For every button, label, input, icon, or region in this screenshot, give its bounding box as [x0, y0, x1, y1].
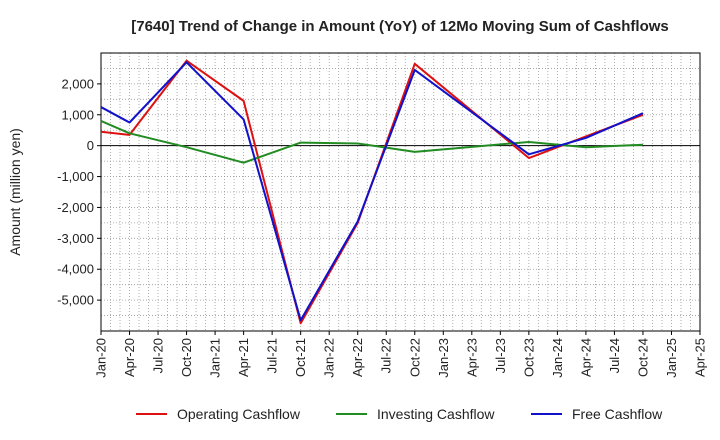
legend-label-investing-cashflow: Investing Cashflow: [377, 406, 495, 422]
x-tick-label: Apr-25: [693, 338, 708, 377]
x-tick-label: Oct-20: [179, 338, 194, 377]
x-tick-label: Apr-21: [236, 338, 251, 377]
chart-title: [7640] Trend of Change in Amount (YoY) o…: [131, 18, 669, 35]
x-tick-label: Apr-20: [122, 338, 137, 377]
x-tick-label: Jan-20: [94, 338, 109, 378]
y-tick-label: -1,000: [57, 169, 94, 184]
series-line-free-cashflow: [100, 61, 644, 322]
plot-frame: [100, 52, 701, 332]
legend-label-operating-cashflow: Operating Cashflow: [177, 406, 301, 422]
x-axis-ticks: Jan-20 Apr-20 Jul-20 Oct-20 Jan-21 Apr-21 Jul-…: [94, 331, 708, 378]
x-tick-label: Oct-24: [635, 338, 650, 377]
x-tick-label: Jan-23: [436, 338, 451, 378]
y-tick-label: 0: [87, 138, 94, 153]
x-tick-label: Jul-23: [493, 338, 508, 373]
legend: Operating Cashflow Investing Cashflow Free…: [136, 406, 663, 422]
y-tick-label: 1,000: [61, 107, 94, 122]
x-tick-label: Apr-22: [350, 338, 365, 377]
y-axis-ticks: 2,000 1,000 0 -1,000 -2,000 -3,000 -4,000 -5,00…: [57, 76, 101, 308]
series-line-operating-cashflow: [100, 59, 644, 325]
x-tick-label: Jul-20: [151, 338, 166, 373]
x-tick-label: Jul-22: [379, 338, 394, 373]
y-tick-label: -4,000: [57, 262, 94, 277]
x-tick-label: Oct-23: [521, 338, 536, 377]
x-tick-label: Apr-24: [578, 338, 593, 377]
x-tick-label: Jan-21: [208, 338, 223, 378]
x-tick-label: Jan-24: [550, 338, 565, 378]
y-axis-label: Amount (million yen): [7, 128, 23, 256]
x-tick-label: Apr-23: [464, 338, 479, 377]
x-tick-label: Oct-21: [293, 338, 308, 377]
x-tick-label: Jan-22: [322, 338, 337, 378]
series-line-investing-cashflow: [100, 120, 643, 164]
y-tick-label: -3,000: [57, 231, 94, 246]
x-tick-label: Jul-24: [607, 338, 622, 373]
legend-label-free-cashflow: Free Cashflow: [572, 406, 663, 422]
x-tick-label: Jul-21: [265, 338, 280, 373]
grid-lines: [100, 53, 701, 331]
x-tick-label: Jan-25: [664, 338, 679, 378]
series-lines: [100, 59, 644, 325]
y-tick-label: -2,000: [57, 200, 94, 215]
y-tick-label: -5,000: [57, 293, 94, 308]
x-tick-label: Oct-22: [407, 338, 422, 377]
y-tick-label: 2,000: [61, 76, 94, 91]
